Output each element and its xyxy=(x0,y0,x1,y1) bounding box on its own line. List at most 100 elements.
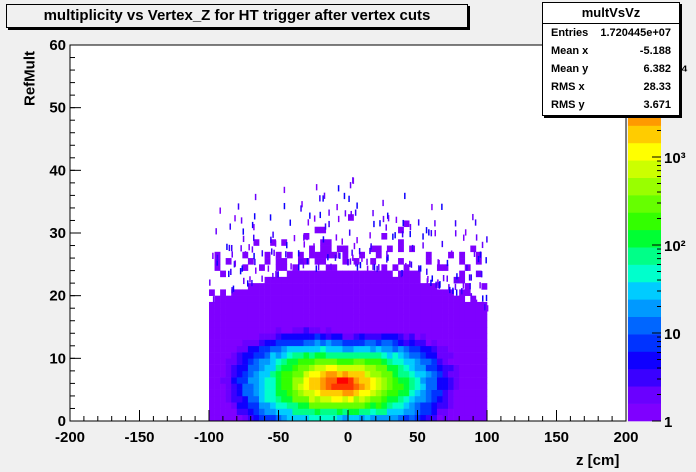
heatmap-cell xyxy=(242,408,249,416)
heatmap-cell xyxy=(381,301,388,309)
x-tick-label: -100 xyxy=(194,429,224,446)
heatmap-cell xyxy=(375,364,382,372)
sparse-entry xyxy=(274,240,277,247)
sparse-entry xyxy=(319,211,322,219)
sparse-entry xyxy=(356,237,358,244)
heatmap-cell xyxy=(220,383,226,390)
heatmap-cell xyxy=(270,352,277,359)
heatmap-cell xyxy=(364,283,371,290)
heatmap-cell xyxy=(353,383,360,390)
heatmap-cell xyxy=(348,289,354,296)
heatmap-cell xyxy=(214,333,221,340)
heatmap-cell xyxy=(253,333,260,340)
sparse-entry xyxy=(307,219,310,226)
heatmap-cell xyxy=(325,377,332,384)
heatmap-cell xyxy=(247,258,254,265)
heatmap-cell xyxy=(247,364,254,372)
heatmap-cell xyxy=(481,402,488,409)
heatmap-cell xyxy=(381,276,388,284)
heatmap-cell xyxy=(281,314,288,322)
heatmap-cell xyxy=(375,358,382,365)
sparse-entry xyxy=(409,260,411,268)
heatmap-cell xyxy=(209,402,215,409)
heatmap-cell xyxy=(375,283,382,290)
sparse-entry xyxy=(392,233,394,240)
heatmap-cell xyxy=(420,408,427,416)
heatmap-cell xyxy=(236,383,243,390)
heatmap-cell xyxy=(436,264,443,271)
heatmap-cell xyxy=(225,402,232,409)
heatmap-cell xyxy=(431,408,438,416)
sparse-entry xyxy=(317,263,320,271)
heatmap-cell xyxy=(364,377,371,384)
heatmap-cell xyxy=(442,264,449,271)
heatmap-cell xyxy=(270,308,277,315)
sparse-entry xyxy=(261,250,264,257)
heatmap-cell xyxy=(264,395,271,403)
heatmap-cell xyxy=(309,283,315,290)
heatmap-cell xyxy=(448,377,454,384)
heatmap-cell xyxy=(353,327,360,334)
heatmap-cell xyxy=(209,333,215,340)
color-scale-step xyxy=(628,195,661,213)
sparse-entry xyxy=(373,220,375,228)
heatmap-cell xyxy=(448,370,454,378)
heatmap-cell xyxy=(348,333,354,340)
heatmap-cell xyxy=(481,314,488,322)
sparse-entry xyxy=(369,247,371,255)
heatmap-cell xyxy=(209,320,215,328)
heatmap-cell xyxy=(220,345,226,353)
heatmap-cell xyxy=(292,333,299,340)
heatmap-cell xyxy=(253,408,260,416)
sparse-entry xyxy=(454,230,457,237)
heatmap-cell xyxy=(470,245,477,253)
heatmap-cell xyxy=(297,295,304,303)
heatmap-cell xyxy=(225,408,232,416)
heatmap-cell xyxy=(309,327,315,334)
heatmap-cell xyxy=(381,395,388,403)
heatmap-cell xyxy=(475,314,482,322)
heatmap-cell xyxy=(475,364,482,372)
heatmap-cell xyxy=(375,270,382,278)
sparse-entry xyxy=(270,248,273,255)
color-scale-bar xyxy=(628,56,661,422)
heatmap-cell xyxy=(392,333,399,340)
heatmap-cell xyxy=(286,320,293,328)
heatmap-cell xyxy=(220,370,226,378)
sparse-entry xyxy=(353,242,356,250)
sparse-entry xyxy=(315,184,318,191)
heatmap-cell xyxy=(459,414,466,422)
sparse-entry xyxy=(349,182,352,189)
heatmap-cell xyxy=(436,308,443,315)
sparse-entry xyxy=(248,244,250,251)
heatmap-cell xyxy=(264,383,271,390)
heatmap-cell xyxy=(425,333,432,340)
heatmap-cell xyxy=(314,402,321,409)
heatmap-cell xyxy=(470,358,477,365)
heatmap-cell xyxy=(259,320,265,328)
heatmap-cell xyxy=(303,395,310,403)
heatmap-cell xyxy=(281,364,288,372)
heatmap-cell xyxy=(364,345,371,353)
heatmap-cell xyxy=(431,327,438,334)
sparse-entry xyxy=(456,273,458,280)
heatmap-cell xyxy=(220,358,226,365)
sparse-entry xyxy=(419,265,422,272)
heatmap-cell xyxy=(275,295,282,303)
sparse-entry xyxy=(450,250,453,257)
heatmap-cell xyxy=(297,276,304,284)
heatmap-cell xyxy=(247,327,254,334)
heatmap-cell xyxy=(425,414,432,422)
heatmap-cell xyxy=(386,377,393,384)
heatmap-cell xyxy=(348,214,354,221)
heatmap-cell xyxy=(209,364,215,372)
heatmap-cell xyxy=(353,276,360,284)
heatmap-cell xyxy=(375,352,382,359)
heatmap-cell xyxy=(442,333,449,340)
heatmap-cell xyxy=(314,258,321,265)
heatmap-cell xyxy=(420,414,427,422)
heatmap-cell xyxy=(425,352,432,359)
heatmap-cell xyxy=(420,358,427,365)
heatmap-cell xyxy=(436,377,443,384)
heatmap-cell xyxy=(225,339,232,347)
